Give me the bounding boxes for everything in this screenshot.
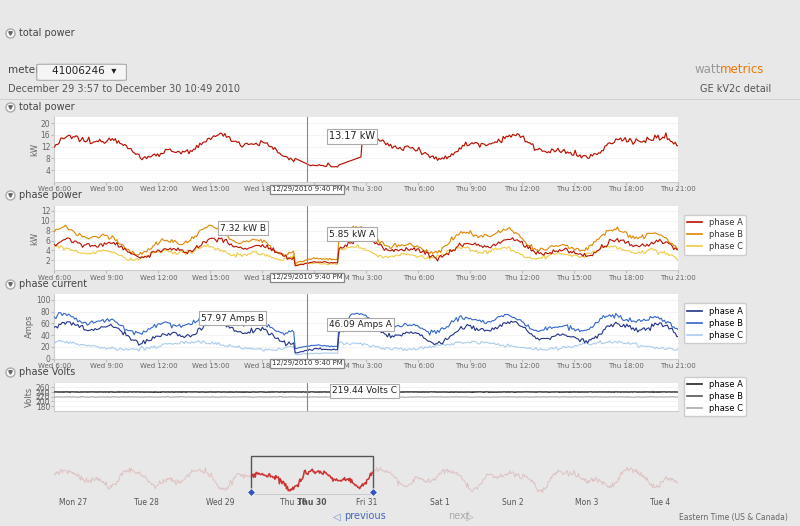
Text: Tue 28: Tue 28	[134, 498, 159, 507]
Text: previous: previous	[344, 511, 386, 521]
Y-axis label: kW: kW	[30, 231, 39, 245]
Legend: phase A, phase B, phase C: phase A, phase B, phase C	[684, 377, 746, 417]
Text: Thu 30: Thu 30	[280, 498, 306, 507]
Text: Tue 4: Tue 4	[650, 498, 670, 507]
Text: Sat 1: Sat 1	[430, 498, 450, 507]
Text: ◁: ◁	[334, 511, 344, 521]
Legend: phase A, phase B, phase C: phase A, phase B, phase C	[684, 215, 746, 255]
Text: metrics: metrics	[720, 64, 764, 76]
Text: Mon 3: Mon 3	[574, 498, 598, 507]
Text: phase power: phase power	[19, 190, 82, 200]
Text: 12/29/2010 9:40 PM: 12/29/2010 9:40 PM	[272, 186, 342, 193]
Text: 219.44 Volts C: 219.44 Volts C	[332, 387, 397, 396]
Text: December 29 3:57 to December 30 10:49 2010: December 29 3:57 to December 30 10:49 20…	[8, 84, 240, 94]
Text: Eastern Time (US & Canada): Eastern Time (US & Canada)	[679, 513, 788, 522]
Text: total power: total power	[19, 28, 75, 38]
Text: ▷: ▷	[460, 511, 474, 521]
Y-axis label: Amps: Amps	[26, 315, 34, 338]
Text: next: next	[448, 511, 470, 521]
Text: Mon 27: Mon 27	[59, 498, 87, 507]
Y-axis label: Volts: Volts	[26, 387, 34, 407]
Legend: phase A, phase B, phase C: phase A, phase B, phase C	[684, 304, 746, 343]
Text: 12/29/2010 9:40 PM: 12/29/2010 9:40 PM	[272, 275, 342, 280]
Text: Thu 30: Thu 30	[297, 498, 326, 507]
Text: watt: watt	[694, 64, 721, 76]
Text: meter:: meter:	[8, 65, 43, 75]
Text: 7.32 kW B: 7.32 kW B	[220, 224, 266, 232]
Text: Sun 2: Sun 2	[502, 498, 524, 507]
FancyBboxPatch shape	[37, 64, 126, 80]
Text: 5.85 kW A: 5.85 kW A	[329, 229, 375, 238]
Text: GE kV2c detail: GE kV2c detail	[700, 84, 771, 94]
Text: 46.09 Amps A: 46.09 Amps A	[329, 320, 392, 329]
Text: 13.17 kW: 13.17 kW	[329, 132, 375, 141]
Text: 12/29/2010 9:40 PM: 12/29/2010 9:40 PM	[272, 360, 342, 367]
Bar	[251, 456, 373, 495]
Text: Wed 29: Wed 29	[206, 498, 234, 507]
Text: 41006246  ▾: 41006246 ▾	[52, 66, 117, 76]
Text: phase current: phase current	[19, 279, 87, 289]
Text: 57.97 Amps B: 57.97 Amps B	[201, 313, 264, 322]
Y-axis label: kW: kW	[30, 143, 39, 156]
Text: Fri 31: Fri 31	[356, 498, 377, 507]
Text: phase Volts: phase Volts	[19, 367, 75, 377]
Text: total power: total power	[19, 102, 75, 112]
